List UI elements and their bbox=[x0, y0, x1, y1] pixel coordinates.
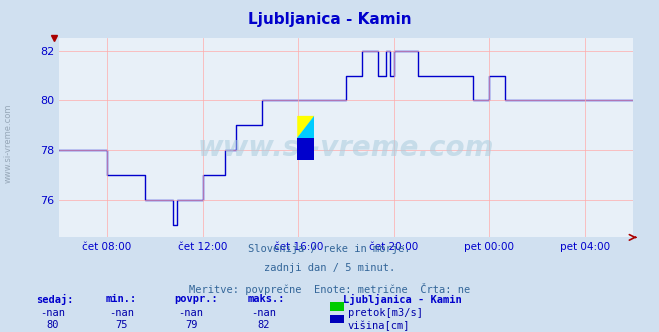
Text: Ljubljanica - Kamin: Ljubljanica - Kamin bbox=[343, 294, 461, 305]
Text: -nan: -nan bbox=[251, 308, 276, 318]
Text: 80: 80 bbox=[47, 320, 59, 330]
Text: povpr.:: povpr.: bbox=[175, 294, 218, 304]
Text: 79: 79 bbox=[185, 320, 197, 330]
Text: www.si-vreme.com: www.si-vreme.com bbox=[3, 103, 13, 183]
Text: -nan: -nan bbox=[40, 308, 65, 318]
Text: 82: 82 bbox=[258, 320, 270, 330]
Text: -nan: -nan bbox=[109, 308, 134, 318]
Text: www.si-vreme.com: www.si-vreme.com bbox=[198, 134, 494, 162]
Text: Ljubljanica - Kamin: Ljubljanica - Kamin bbox=[248, 12, 411, 27]
Text: sedaj:: sedaj: bbox=[36, 294, 74, 305]
Text: zadnji dan / 5 minut.: zadnji dan / 5 minut. bbox=[264, 263, 395, 273]
Polygon shape bbox=[297, 116, 314, 138]
Text: višina[cm]: višina[cm] bbox=[348, 320, 411, 331]
Text: Meritve: povprečne  Enote: metrične  Črta: ne: Meritve: povprečne Enote: metrične Črta:… bbox=[189, 283, 470, 294]
Text: Slovenija / reke in morje.: Slovenija / reke in morje. bbox=[248, 244, 411, 254]
Bar bbox=[297, 138, 314, 160]
Text: 75: 75 bbox=[116, 320, 128, 330]
Text: min.:: min.: bbox=[105, 294, 136, 304]
Text: maks.:: maks.: bbox=[247, 294, 285, 304]
Polygon shape bbox=[297, 116, 314, 138]
Text: pretok[m3/s]: pretok[m3/s] bbox=[348, 308, 423, 318]
Text: -nan: -nan bbox=[179, 308, 204, 318]
